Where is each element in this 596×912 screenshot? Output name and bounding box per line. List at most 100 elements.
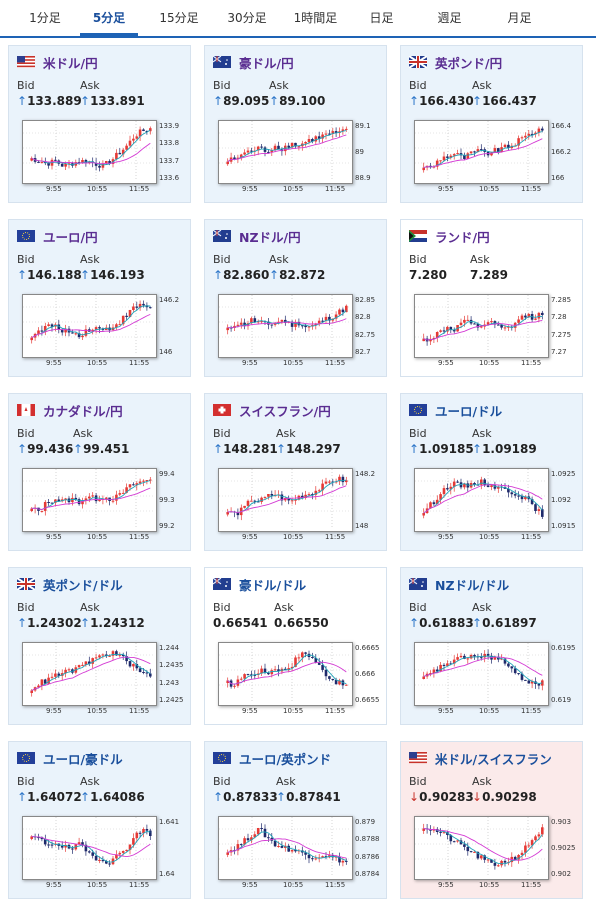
candle-body	[490, 859, 493, 863]
chart-frame	[22, 642, 157, 706]
tab-3[interactable]: 30分足	[227, 11, 267, 25]
rate-card[interactable]: ユーロ/円 Bid Ask ↑146.188 ↑146.193 146.2 146 9:55 1…	[8, 219, 191, 377]
x-tick-label: 10:55	[479, 533, 500, 541]
candlestick-chart[interactable]: 1.0925 1.092 1.0915 9:55 10:55 11:55	[410, 466, 576, 546]
ask-price: 1.09189	[482, 442, 537, 456]
candle-body	[486, 859, 490, 861]
candle-body	[84, 329, 88, 336]
pair-name-link[interactable]: ユーロ/英ポンド	[239, 751, 332, 767]
candle-body	[338, 476, 341, 482]
candle-body	[280, 494, 284, 501]
tab-6[interactable]: 週足	[437, 11, 462, 25]
rate-card[interactable]: スイスフラン/円 Bid Ask ↑148.281 ↑148.297 148.2 148 9:…	[204, 393, 387, 551]
candlestick-chart[interactable]: 99.4 99.3 99.2 9:55 10:55 11:55	[18, 466, 178, 546]
tab-7[interactable]: 月足	[507, 11, 532, 25]
candle-body	[469, 851, 473, 853]
ma-short-line	[227, 310, 347, 329]
pair-name-link[interactable]: ユーロ/円	[43, 229, 98, 245]
candlestick-chart[interactable]: 166.4 166.2 166 9:55 10:55 11:55	[410, 118, 571, 198]
pair-name-link[interactable]: ユーロ/豪ドル	[43, 751, 123, 767]
ma-short-line	[227, 479, 347, 514]
rate-card[interactable]: 英ポンド/ドル Bid Ask ↑1.24302 ↑1.24312 1.244 1.2435…	[8, 567, 191, 725]
y-tick-label: 1.2435	[159, 661, 184, 670]
candlestick-chart[interactable]: 89.1 89 88.9 9:55 10:55 11:55	[214, 118, 374, 198]
rate-card[interactable]: 英ポンド/円 Bid Ask ↑166.430 ↑166.437 166.4 166.2 16…	[400, 45, 583, 203]
pair-name-link[interactable]: ランド/円	[435, 229, 490, 245]
candle-body	[530, 681, 534, 684]
rate-card[interactable]: ユーロ/ドル Bid Ask ↑1.09185 ↑1.09189 1.0925 1.092 1…	[400, 393, 583, 551]
rate-card[interactable]: ユーロ/豪ドル Bid Ask ↑1.64072 ↑1.64086 1.641 1.64 9:…	[8, 741, 191, 899]
candlestick-chart[interactable]: 7.285 7.28 7.275 7.27 9:55 10:55 11:55	[410, 292, 571, 372]
rate-card[interactable]: カナダドル/円 Bid Ask ↑99.436 ↑99.451 99.4 99.3 99.2 9…	[8, 393, 191, 551]
candle-body	[537, 683, 541, 686]
ask-label: Ask	[276, 775, 296, 788]
candlestick-chart[interactable]: 82.85 82.8 82.75 82.7 9:55 10:55 11:55	[214, 292, 375, 372]
candle-body	[94, 327, 98, 330]
tab-2[interactable]: 15分足	[159, 11, 199, 25]
rate-card[interactable]: ランド/円 Bid Ask 7.280 7.289 7.285 7.28 7.275 7.27 9…	[400, 219, 583, 377]
rate-card[interactable]: NZドル/円 Bid Ask ↑82.860 ↑82.872 82.85 82.8 82.75…	[204, 219, 387, 377]
candle-body	[480, 326, 483, 328]
tab-5[interactable]: 日足	[369, 11, 394, 25]
y-tick-label: 1.64	[159, 870, 175, 878]
tab-4[interactable]: 1時間足	[293, 11, 338, 25]
pair-name-link[interactable]: カナダドル/円	[43, 403, 123, 419]
candle-body	[530, 499, 534, 505]
rate-card[interactable]: 豪ドル/円 Bid Ask ↑89.095 ↑89.100 89.1 89 88.9 9:55 1…	[204, 45, 387, 203]
tab-0[interactable]: 1分足	[29, 11, 61, 25]
candlestick-chart[interactable]: 0.6665 0.666 0.6655 9:55 10:55 11:55	[214, 640, 380, 720]
pair-name-link[interactable]: 米ドル/円	[43, 55, 98, 71]
candlestick-chart[interactable]: 1.641 1.64 9:55 10:55 11:55	[18, 814, 179, 894]
candle-body	[40, 162, 44, 164]
candlestick-chart[interactable]: 133.9 133.8 133.7 133.6 9:55 10:55 11:55	[18, 118, 179, 198]
candle-body	[57, 324, 61, 330]
candle-body	[456, 657, 459, 660]
candle-body	[328, 481, 331, 483]
candle-body	[439, 330, 442, 332]
pair-name-link[interactable]: 英ポンド/円	[435, 55, 503, 71]
candle-body	[115, 324, 118, 328]
candlestick-chart[interactable]: 0.6195 0.619 9:55 10:55 11:55	[410, 640, 576, 720]
candle-body	[446, 156, 449, 158]
pair-name-link[interactable]: 米ドル/スイスフラン	[435, 751, 552, 767]
rate-card[interactable]: 米ドル/スイスフラン Bid Ask ↓0.90283 ↓0.90298 0.903 0.9…	[400, 741, 583, 899]
ma-long-line	[227, 661, 347, 685]
pair-name-link[interactable]: スイスフラン/円	[239, 403, 331, 419]
rate-card[interactable]: ユーロ/英ポンド Bid Ask ↑0.87833 ↑0.87841 0.879 0.878…	[204, 741, 387, 899]
rate-card[interactable]: 米ドル/円 Bid Ask ↑133.889 ↑133.891 133.9 133.8 133…	[8, 45, 191, 203]
pair-name-link[interactable]: ユーロ/ドル	[435, 403, 503, 419]
candle-body	[88, 661, 91, 664]
candlestick-chart[interactable]: 148.2 148 9:55 10:55 11:55	[214, 466, 375, 546]
timeframe-tabs: 1分足 5分足 15分足 30分足 1時間足 日足 週足 月足	[0, 0, 596, 38]
pair-name-link[interactable]: 英ポンド/ドル	[43, 577, 123, 593]
pair-name-link[interactable]: NZドル/ドル	[435, 577, 510, 593]
ma-short-line	[423, 827, 543, 865]
candlestick-chart[interactable]: 1.244 1.2435 1.243 1.2425 9:55 10:55 11:55	[18, 640, 184, 720]
candle-body	[149, 479, 152, 481]
candle-body	[324, 133, 328, 135]
ask-label: Ask	[80, 79, 100, 92]
pair-name-link[interactable]: 豪ドル/ドル	[239, 577, 307, 593]
candle-body	[118, 324, 122, 326]
pair-name-link[interactable]: NZドル/円	[239, 229, 301, 245]
candlestick-chart[interactable]: 146.2 146 9:55 10:55 11:55	[18, 292, 179, 372]
candlestick-chart[interactable]: 0.903 0.9025 0.902 9:55 10:55 11:55	[410, 814, 576, 894]
candle-body	[324, 669, 328, 677]
rate-card[interactable]: 豪ドル/ドル Bid Ask 0.66541 0.66550 0.6665 0.666 0.6…	[204, 567, 387, 725]
candle-body	[290, 849, 294, 852]
candle-body	[138, 129, 142, 137]
candle-body	[250, 318, 253, 324]
rate-card[interactable]: NZドル/ドル Bid Ask ↑0.61883 ↑0.61897 0.6195 0.619…	[400, 567, 583, 725]
candle-body	[149, 307, 152, 309]
candlestick-chart[interactable]: 0.879 0.8788 0.8786 0.8784 9:55 10:55 11:55	[214, 814, 380, 894]
bid-label: Bid	[409, 775, 427, 788]
ma-long-line	[31, 313, 151, 338]
card-header: ランド/円	[409, 228, 490, 245]
candle-body	[115, 152, 118, 160]
tab-1[interactable]: 5分足	[80, 0, 138, 36]
ask-label: Ask	[472, 601, 492, 614]
candle-body	[277, 846, 280, 847]
arrow-up-icon: ↑	[409, 442, 420, 456]
ask-value: ↑0.87841	[276, 790, 341, 804]
pair-name-link[interactable]: 豪ドル/円	[239, 55, 294, 71]
